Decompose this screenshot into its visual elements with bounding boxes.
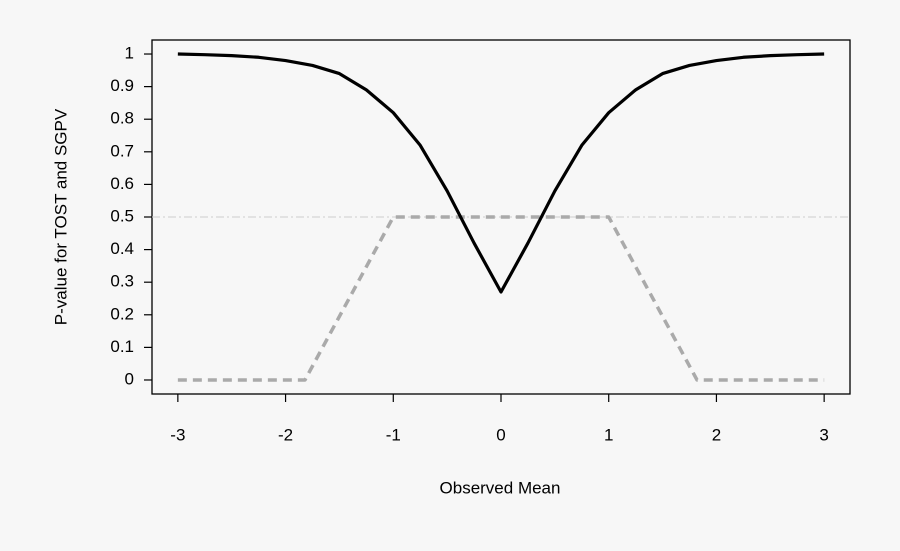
y-tick-label: 0.7 — [110, 141, 134, 160]
x-tick-label: 0 — [496, 425, 505, 444]
y-axis-label: P-value for TOST and SGPV — [51, 108, 70, 325]
y-tick-label: 0.6 — [110, 174, 134, 193]
y-tick-label: 0.2 — [110, 304, 134, 323]
x-tick-label: -2 — [278, 425, 293, 444]
y-tick-label: 0 — [125, 369, 134, 388]
y-tick-label: 0.1 — [110, 337, 134, 356]
y-tick-label: 0.4 — [110, 239, 134, 258]
x-tick-label: 1 — [604, 425, 613, 444]
data-line — [177, 52, 825, 294]
x-tick-label: -1 — [386, 425, 401, 444]
y-tick-label: 0.3 — [110, 272, 134, 291]
x-axis-label: Observed Mean — [440, 478, 561, 497]
y-tick-label: 0.8 — [110, 109, 134, 128]
data-line — [177, 215, 825, 382]
y-tick-label: 1 — [125, 44, 134, 63]
y-tick-label: 0.9 — [110, 76, 134, 95]
x-tick-label: 2 — [712, 425, 721, 444]
y-tick-label: 0.5 — [110, 206, 134, 225]
x-tick-label: -3 — [170, 425, 185, 444]
x-tick-label: 3 — [819, 425, 828, 444]
